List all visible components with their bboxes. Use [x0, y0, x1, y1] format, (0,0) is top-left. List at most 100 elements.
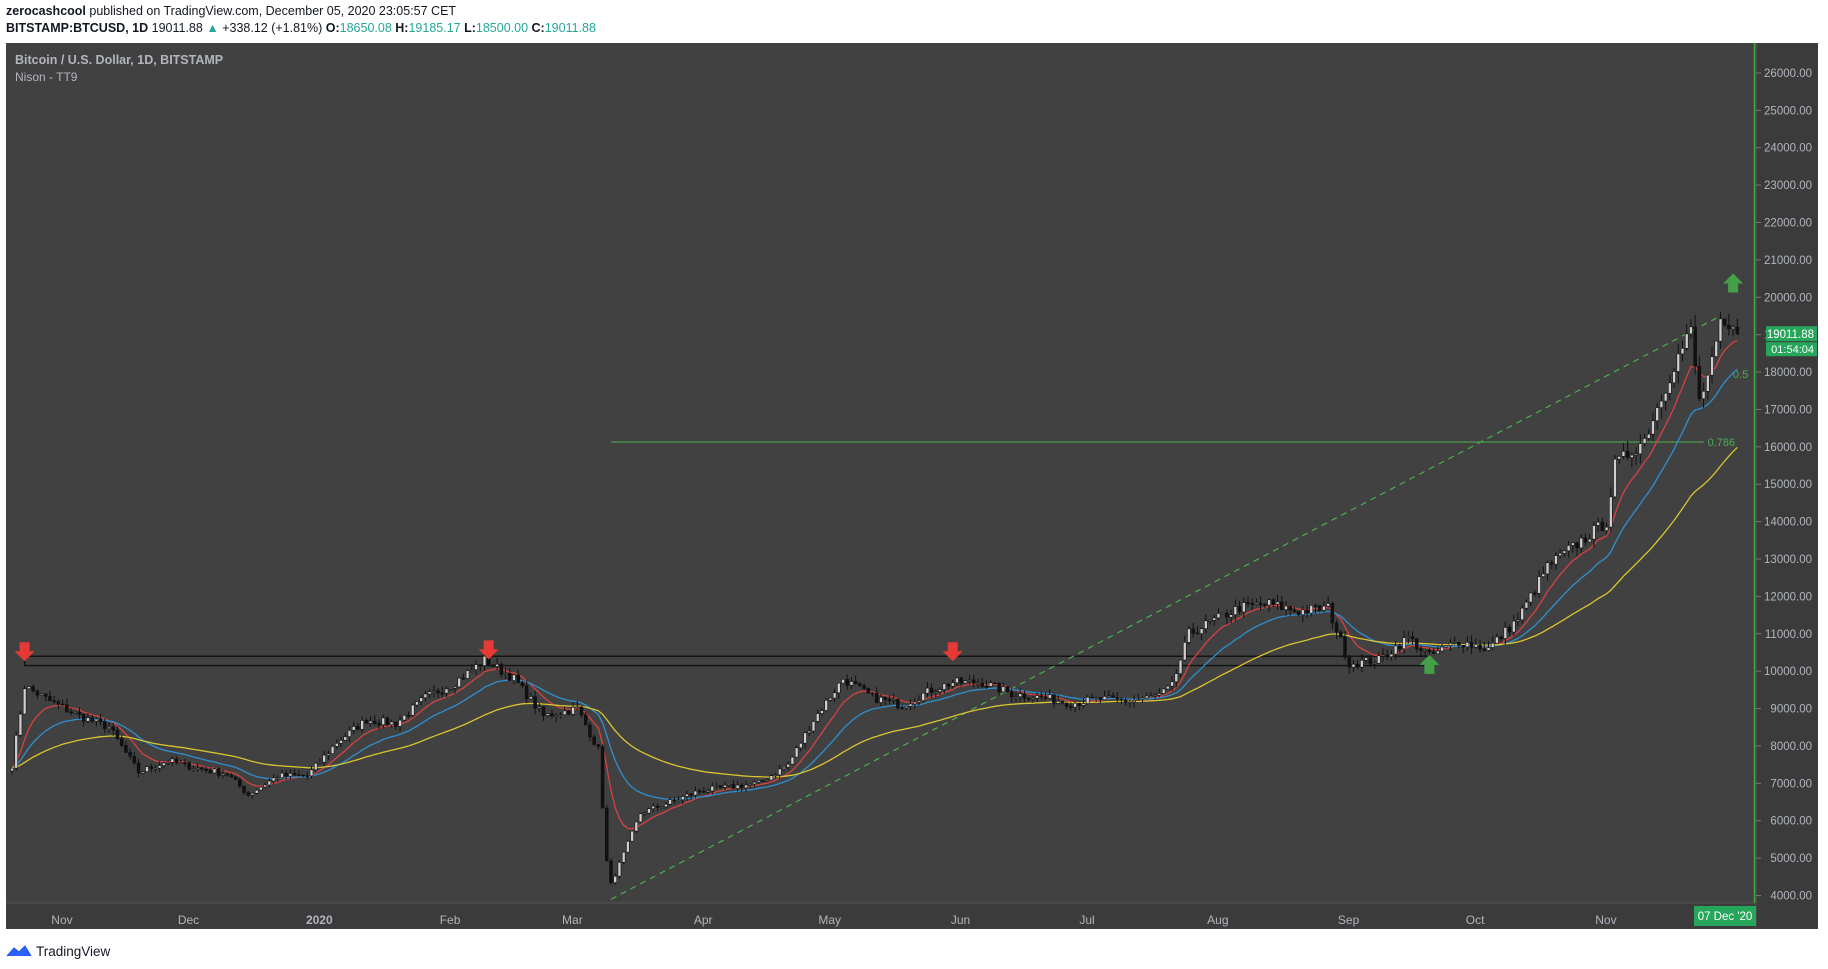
time-axis-pane[interactable] [6, 903, 1756, 929]
price-axis-pane[interactable] [1756, 43, 1818, 929]
arrow-up-icon[interactable] [1419, 654, 1440, 674]
tradingview-footer[interactable]: TradingView [6, 940, 110, 962]
candle-body [891, 698, 896, 701]
candle-body [1275, 601, 1280, 605]
candle-body [659, 806, 664, 809]
candle-body [1655, 407, 1659, 422]
tradingview-logo-icon [6, 945, 32, 957]
candle-body [642, 812, 647, 815]
candle-body [1436, 650, 1440, 654]
candle-body [1330, 603, 1335, 624]
candle-body [1271, 599, 1276, 605]
price-tick-label: 14000.00 [1764, 517, 1812, 529]
candle-body [668, 799, 672, 805]
candle-body [1697, 365, 1702, 400]
candle-body [271, 777, 276, 782]
candle-body [322, 754, 326, 763]
candle-body [567, 710, 571, 715]
candle-body [689, 793, 693, 796]
series-title: Bitcoin / U.S. Dollar, 1D, BITSTAMP [15, 53, 223, 67]
current-price-label: 19011.88 [1767, 329, 1814, 341]
candle-body [1212, 617, 1217, 621]
candle-body [1398, 645, 1402, 650]
candle-body [305, 775, 310, 778]
arrow-down-icon[interactable] [14, 642, 35, 662]
candle-body [111, 726, 116, 731]
candle-body [478, 664, 483, 666]
candle-body [634, 821, 639, 832]
chart-pane[interactable] [6, 43, 1756, 903]
candle-body [883, 696, 887, 700]
candle-body [815, 713, 820, 722]
open-label: O: [325, 21, 340, 35]
candle-body [908, 703, 913, 707]
candle-body [436, 690, 440, 694]
tradingview-brand: TradingView [36, 943, 111, 959]
candle-body [1208, 620, 1212, 622]
candle-body [710, 785, 715, 792]
candle-body [934, 691, 938, 693]
candle-body [807, 730, 812, 734]
candle-body [440, 692, 445, 695]
cursor-date-label: 07 Dec '20 [1698, 911, 1753, 923]
candle-body [1414, 638, 1419, 650]
candle-body [313, 762, 318, 771]
candle-body [866, 688, 871, 694]
high-label: H: [395, 21, 409, 35]
candle-body [297, 774, 301, 777]
price-tick-label: 25000.00 [1764, 105, 1812, 117]
candle-body [799, 742, 803, 749]
candle-body [887, 699, 892, 701]
price-tick-label: 10000.00 [1764, 666, 1812, 678]
arrow-up-icon[interactable] [1723, 273, 1744, 293]
candle-body [744, 784, 748, 789]
candle-body [301, 774, 305, 777]
candle-body [385, 717, 390, 726]
candle-body [583, 714, 588, 726]
candle-body [858, 683, 862, 686]
arrow-down-icon[interactable] [478, 640, 499, 660]
candle-body [1663, 392, 1668, 402]
price-tick-label: 4000.00 [1770, 891, 1812, 903]
candle-body [166, 762, 170, 764]
candle-body [1482, 648, 1487, 651]
candle-body [621, 851, 626, 863]
candle-body [1511, 620, 1516, 633]
candle-body [81, 714, 86, 722]
candle-body [579, 706, 584, 716]
candle-body [1469, 641, 1474, 648]
candle-body [516, 674, 520, 684]
candle-body [912, 701, 917, 705]
candle-body [1402, 637, 1406, 650]
candle-body [1031, 697, 1035, 700]
candle-body [1554, 555, 1558, 565]
candle-body [73, 711, 78, 714]
close-value: 19011.88 [544, 21, 596, 35]
candle-body [1372, 662, 1377, 665]
candle-body [1157, 693, 1162, 696]
indicator-title: Nison - TT9 [15, 70, 78, 84]
candle-body [554, 715, 558, 717]
candle-body [187, 762, 191, 770]
candle-body [1026, 697, 1031, 700]
time-tick-label: Mar [562, 913, 583, 927]
candle-body [1368, 657, 1373, 665]
candle-body [444, 688, 449, 694]
candle-body [145, 766, 149, 772]
candle-body [474, 664, 478, 670]
candle-body [1246, 602, 1250, 604]
candle-body [1182, 642, 1187, 661]
candle-body [1507, 627, 1512, 633]
candle-body [1596, 521, 1600, 526]
candle-body [1465, 641, 1470, 648]
author-name[interactable]: zerocashcool [6, 4, 86, 18]
candle-body [984, 686, 989, 688]
candle-body [1039, 695, 1044, 698]
candle-body [870, 692, 875, 695]
candle-body [524, 685, 529, 700]
candle-body [769, 775, 774, 781]
candle-body [1495, 636, 1499, 644]
candle-body [1541, 573, 1546, 577]
arrow-down-icon[interactable] [942, 642, 963, 662]
